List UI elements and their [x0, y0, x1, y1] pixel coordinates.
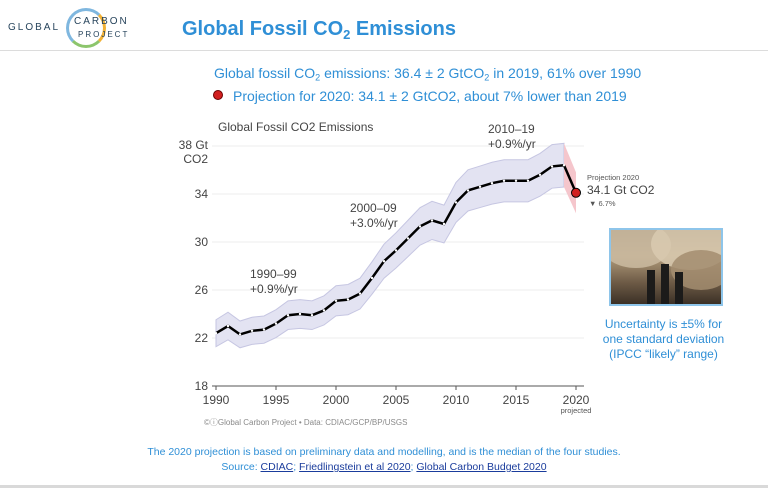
y-axis-label-line1: 38 Gt [179, 138, 209, 152]
emissions-series-line [215, 163, 565, 336]
y-tick-label: 30 [195, 235, 209, 249]
footer-divider [0, 485, 768, 488]
data-point [538, 173, 542, 176]
x-tick-label: 2000 [323, 393, 350, 407]
data-point [310, 314, 314, 317]
data-point [358, 292, 362, 295]
x-tick-label: 2010 [443, 393, 470, 407]
y-tick-label: 26 [195, 283, 209, 297]
title-divider [0, 50, 768, 51]
data-point [286, 314, 290, 317]
uncertainty-caption: Uncertainty is ±5% for one standard devi… [602, 317, 725, 361]
chart-title: Global Fossil CO2 Emissions [218, 120, 373, 134]
data-point [322, 309, 326, 312]
bullet-projection-2020: Projection for 2020: 34.1 ± 2 GtCO2, abo… [213, 88, 627, 104]
y-tick-label: 18 [195, 379, 209, 393]
annotation-2010s-period: 2010–19 [488, 122, 535, 136]
logo-text-global: GLOBAL [8, 22, 61, 33]
y-tick-label: 34 [195, 187, 209, 201]
x-tick-label: 2015 [503, 393, 530, 407]
data-point [298, 312, 302, 316]
data-point [430, 219, 434, 222]
gcp-logo: GLOBAL CARBON PROJECT [6, 6, 146, 50]
data-point [394, 249, 398, 252]
data-point [382, 260, 386, 263]
y-axis-ticks: 18 22 26 30 34 [195, 187, 209, 393]
projection-line [562, 164, 578, 194]
footer-note: The 2020 projection is based on prelimin… [147, 446, 621, 458]
annotation-1990s-period: 1990–99 [250, 267, 297, 281]
data-point [502, 179, 506, 182]
data-point [250, 329, 254, 332]
data-point [466, 189, 470, 192]
projection-label-title: Projection 2020 [587, 173, 639, 182]
data-points [214, 164, 566, 336]
annotation-2000s-rate: +3.0%/yr [350, 216, 398, 230]
data-point [478, 185, 482, 188]
data-point [406, 237, 410, 240]
projection-label-change: ▼ 6.7% [589, 199, 616, 208]
data-point [370, 276, 374, 280]
data-point [226, 324, 230, 328]
projection-dot-icon [213, 90, 223, 100]
data-point [334, 299, 338, 302]
projection-marker [571, 187, 581, 198]
annotation-1990s-rate: +0.9%/yr [250, 282, 298, 296]
footer-sources: Source: CDIAC; Friedlingstein et al 2020… [221, 461, 547, 473]
data-point [454, 201, 458, 204]
annotation-2000s-period: 2000–09 [350, 201, 397, 215]
emissions-chart: 1990 1995 2000 2005 2010 2015 2020 1822263034 … [179, 120, 655, 427]
data-point [238, 333, 242, 336]
source-link-cdiac[interactable]: CDIAC [260, 461, 294, 473]
projection-label-value: 34.1 Gt CO2 [587, 183, 655, 197]
data-point [214, 332, 218, 335]
data-point [526, 179, 530, 182]
x-tick-projected-label: projected [561, 406, 592, 415]
x-tick-label: 2020 [563, 393, 590, 407]
data-point [346, 298, 350, 301]
source-link-friedlingstein[interactable]: Friedlingstein et al 2020 [299, 461, 411, 473]
x-tick-label: 1995 [263, 393, 290, 407]
logo-text-carbon: CARBON [74, 16, 129, 27]
x-tick-label: 1990 [203, 393, 230, 407]
y-axis-label-line2: CO2 [183, 152, 208, 166]
smokestack-photo [609, 228, 723, 306]
slide-title: Global Fossil CO2 Emissions [182, 18, 456, 42]
data-point [262, 328, 266, 331]
data-point [514, 179, 518, 182]
annotation-2010s-rate: +0.9%/yr [488, 137, 536, 151]
data-point [442, 222, 446, 226]
x-tick-label: 2005 [383, 393, 410, 407]
data-point [274, 322, 278, 325]
data-point [562, 164, 566, 167]
data-point [550, 165, 554, 168]
bullet-emissions-2019: Global fossil CO2 emissions: 36.4 ± 2 Gt… [214, 65, 642, 83]
source-link-gcb-2020[interactable]: Global Carbon Budget 2020 [416, 461, 547, 473]
logo-ring-icon [66, 8, 106, 48]
x-axis-ticks: 1990 1995 2000 2005 2010 2015 2020 [203, 386, 590, 407]
data-point [418, 225, 422, 228]
y-tick-label: 22 [195, 331, 209, 345]
logo-text-project: PROJECT [78, 30, 130, 39]
data-point [490, 182, 494, 185]
chart-credit: ©ⓘGlobal Carbon Project • Data: CDIAC/GC… [204, 418, 407, 427]
